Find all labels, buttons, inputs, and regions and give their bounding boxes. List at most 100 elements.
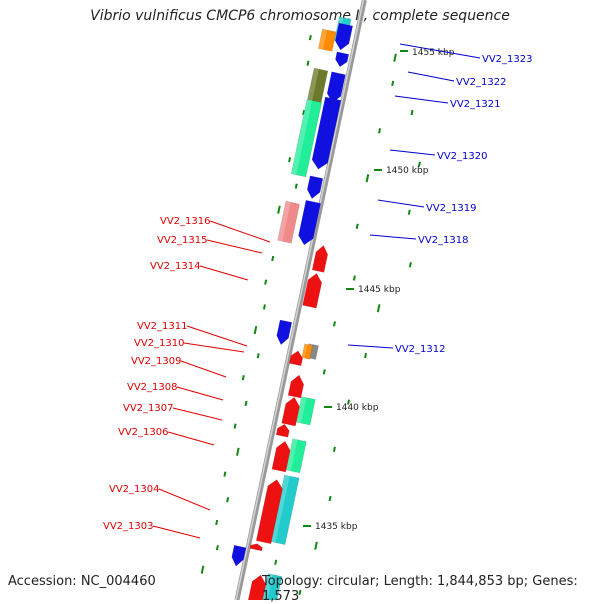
- tick-mark: [215, 519, 219, 526]
- gene-label-vv2_1323[interactable]: VV2_1323: [482, 54, 533, 65]
- tick-mark: [235, 447, 240, 456]
- gene-teal[interactable]: [260, 573, 283, 600]
- gene-label-vv2_1318[interactable]: VV2_1318: [418, 235, 469, 246]
- tick-mark: [355, 223, 359, 229]
- gene-blue[interactable]: [326, 71, 346, 104]
- gene-red[interactable]: [311, 256, 327, 273]
- gene-red[interactable]: [271, 440, 292, 473]
- gene-label-vv2_1309[interactable]: VV2_1309: [131, 356, 182, 367]
- gene-blue[interactable]: [230, 544, 247, 567]
- gene-label-vv2_1322[interactable]: VV2_1322: [456, 77, 507, 88]
- gene-shape: [277, 200, 300, 244]
- right-label-leader: [399, 43, 481, 59]
- gene-blue[interactable]: [306, 175, 324, 200]
- gene-blue[interactable]: [334, 51, 350, 68]
- gene-blue[interactable]: [310, 96, 342, 171]
- gene-red[interactable]: [287, 374, 305, 399]
- gene-shape: [231, 544, 247, 567]
- left-label-leader: [186, 325, 248, 347]
- gene-shape: [335, 51, 350, 68]
- gene-blue[interactable]: [275, 319, 293, 346]
- gene-label-vv2_1311[interactable]: VV2_1311: [137, 321, 188, 332]
- tick-mark: [391, 80, 395, 86]
- tick-mark: [302, 109, 306, 116]
- tick-mark: [306, 60, 310, 66]
- gene-shape: [287, 374, 305, 399]
- gene-shape: [285, 438, 307, 474]
- gene-highlight: [307, 68, 319, 103]
- gene-highlight: [291, 99, 313, 175]
- gene-shape: [247, 574, 267, 600]
- tick-mark: [378, 128, 382, 134]
- gene-label-vv2_1310[interactable]: VV2_1310: [134, 338, 185, 349]
- gene-red[interactable]: [275, 423, 290, 438]
- gene-green[interactable]: [290, 99, 322, 178]
- scale-label: 1445 kbp: [358, 285, 401, 295]
- tick-mark: [328, 495, 332, 502]
- right-label-leader: [389, 149, 436, 156]
- chromosome-backbone: [234, 0, 367, 600]
- tick-mark: [271, 255, 275, 262]
- tick-mark: [262, 304, 266, 310]
- scale-label: 1450 kbp: [386, 166, 429, 176]
- map-title: Vibrio vulnificus CMCP6 chromosome II, c…: [90, 8, 510, 24]
- gene-orange[interactable]: [301, 343, 313, 360]
- scale-label: 1440 kbp: [336, 403, 379, 413]
- gene-red[interactable]: [255, 478, 284, 545]
- gene-highlight: [318, 28, 328, 50]
- tick-mark: [408, 262, 412, 268]
- gene-olive[interactable]: [306, 67, 329, 105]
- gene-label-vv2_1306[interactable]: VV2_1306: [118, 427, 169, 438]
- right-label-leader: [377, 199, 425, 208]
- gene-label-vv2_1312[interactable]: VV2_1312: [395, 344, 446, 355]
- gene-label-vv2_1307[interactable]: VV2_1307: [123, 403, 174, 414]
- tick-mark: [298, 589, 302, 596]
- gene-label-vv2_1319[interactable]: VV2_1319: [426, 203, 477, 214]
- gene-red[interactable]: [281, 396, 302, 427]
- gene-shape: [249, 543, 263, 552]
- gene-shape: [298, 199, 322, 246]
- gene-red[interactable]: [249, 542, 263, 552]
- scale-label: 1435 kbp: [315, 522, 358, 532]
- tick-mark: [294, 183, 298, 189]
- gene-label-vv2_1314[interactable]: VV2_1314: [150, 261, 201, 272]
- chromosome-backbone-highlight: [235, 0, 365, 600]
- tick-mark: [365, 174, 370, 183]
- gene-red[interactable]: [302, 272, 324, 309]
- gene-pink[interactable]: [277, 200, 300, 244]
- gene-blue[interactable]: [297, 199, 322, 246]
- left-label-leader: [158, 488, 211, 511]
- gene-shape: [275, 423, 290, 438]
- gene-label-vv2_1303[interactable]: VV2_1303: [103, 521, 154, 532]
- gene-shape: [281, 396, 300, 427]
- tick-mark: [223, 471, 227, 477]
- gene-highlight: [277, 201, 291, 242]
- tick-mark: [241, 375, 245, 381]
- gene-red[interactable]: [288, 350, 304, 367]
- gene-label-vv2_1321[interactable]: VV2_1321: [450, 99, 501, 110]
- tick-mark: [274, 559, 278, 565]
- gene-label-vv2_1316[interactable]: VV2_1316: [160, 216, 211, 227]
- gene-shape: [306, 175, 324, 200]
- gene-red[interactable]: [247, 574, 268, 600]
- gene-green[interactable]: [285, 438, 307, 474]
- left-label-leader: [180, 360, 227, 378]
- tick-mark: [308, 35, 312, 41]
- tick-mark: [226, 497, 230, 503]
- gene-label-vv2_1320[interactable]: VV2_1320: [437, 151, 488, 162]
- gene-green[interactable]: [295, 396, 316, 426]
- gene-label-vv2_1304[interactable]: VV2_1304: [109, 484, 160, 495]
- gene-label-vv2_1308[interactable]: VV2_1308: [127, 382, 178, 393]
- left-label-leader: [209, 220, 271, 243]
- gene-blue[interactable]: [334, 22, 354, 51]
- left-label-leader: [183, 342, 245, 353]
- gene-highlight: [261, 573, 273, 600]
- accession-label: Accession: NC_004460: [8, 574, 156, 589]
- tick-mark: [352, 275, 356, 281]
- gene-shape: [301, 343, 313, 360]
- gene-orange[interactable]: [317, 28, 337, 52]
- gene-label-vv2_1315[interactable]: VV2_1315: [157, 235, 208, 246]
- right-label-leader: [394, 95, 449, 104]
- tick-mark: [244, 400, 248, 407]
- tick-mark: [314, 541, 318, 550]
